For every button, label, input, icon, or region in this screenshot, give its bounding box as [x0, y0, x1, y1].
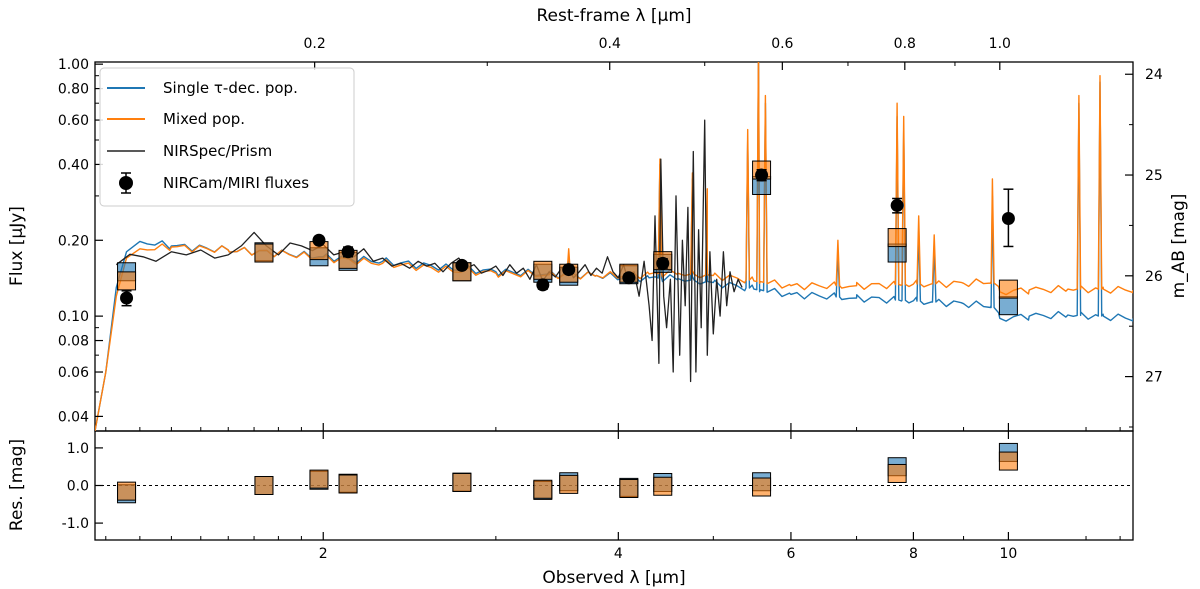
- residual-mixed-square-6: [559, 474, 579, 494]
- main-y-tick-label-5: 0.10: [58, 309, 89, 325]
- phot-marker-8: [755, 168, 769, 182]
- phot-marker-2: [341, 245, 355, 259]
- res-y-tick-label-0: 1.0: [67, 441, 89, 457]
- residual-mixed-square-10: [887, 463, 907, 483]
- residual-mixed-square-9: [752, 477, 772, 497]
- bottom-tick-label-0: 2: [319, 546, 328, 562]
- model-photometry-layer: [117, 160, 1018, 316]
- residual-y-axis-title: Res. [mag]: [7, 439, 27, 531]
- bottom-tick-label-4: 10: [999, 546, 1017, 562]
- series-line-mixed: [95, 62, 1133, 431]
- model-mixed-square-1: [254, 243, 274, 263]
- top-tick-label-2: 0.6: [771, 36, 793, 52]
- top-tick-label-3: 0.8: [894, 36, 916, 52]
- right-y-tick-label-2: 26: [1145, 269, 1163, 285]
- legend-label-phot: NIRCam/MIRI fluxes: [163, 174, 309, 192]
- phot-marker-7: [656, 256, 670, 270]
- residual-mixed-square-1: [254, 476, 274, 495]
- top-axis-title: Rest-frame λ [μm]: [536, 6, 691, 26]
- main-y-tick-label-3: 0.40: [58, 157, 89, 173]
- main-y-tick-label-1: 0.80: [58, 82, 89, 98]
- bottom-axis-title: Observed λ [μm]: [542, 568, 685, 588]
- ticks-layer: 2 4 6 8 100.2 0.4 0.6 0.8 1.01.000.800.600.400.2…: [58, 36, 1163, 562]
- phot-marker-4: [536, 278, 550, 292]
- phot-marker-10: [1001, 212, 1015, 226]
- main-y-tick-label-4: 0.20: [58, 233, 89, 249]
- main-y-tick-label-8: 0.04: [58, 409, 89, 425]
- model-mixed-square-11: [998, 279, 1018, 299]
- bottom-tick-label-2: 6: [786, 546, 795, 562]
- phot-marker-1: [312, 233, 326, 247]
- main-y-tick-label-2: 0.60: [58, 113, 89, 129]
- phot-marker-3: [455, 258, 469, 272]
- legend-label-single: Single τ-dec. pop.: [163, 79, 298, 97]
- right-y-axis-title: m_AB [mag]: [1169, 194, 1189, 299]
- res-y-tick-label-1: 0.0: [67, 479, 89, 495]
- phot-marker-6: [622, 271, 636, 285]
- observed-photometry-layer: [120, 168, 1015, 307]
- residual-mixed-square-11: [998, 451, 1018, 471]
- residual-mixed-square-3: [338, 474, 358, 494]
- legend-label-prism: NIRSpec/Prism: [163, 142, 272, 160]
- bottom-tick-label-1: 4: [614, 546, 623, 562]
- phot-marker-5: [562, 263, 576, 277]
- top-tick-label-0: 0.2: [304, 36, 326, 52]
- model-mixed-square-10: [887, 228, 907, 248]
- phot-marker-9: [890, 198, 904, 212]
- top-tick-label-4: 1.0: [989, 36, 1011, 52]
- main-y-tick-label-0: 1.00: [58, 57, 89, 73]
- residual-mixed-square-8: [653, 476, 673, 496]
- bottom-tick-label-3: 8: [909, 546, 918, 562]
- main-y-tick-label-6: 0.08: [58, 334, 89, 350]
- legend-swatch-phot-marker: [119, 176, 133, 190]
- residual-mixed-square-5: [533, 479, 553, 499]
- top-tick-label-1: 0.4: [599, 36, 621, 52]
- model-single-square-11: [998, 296, 1018, 316]
- right-y-tick-label-1: 25: [1145, 168, 1163, 184]
- phot-marker-0: [120, 291, 134, 305]
- legend-label-mixed: Mixed pop.: [163, 110, 245, 128]
- residual-mixed-square-0: [117, 481, 137, 501]
- legend-box: [99, 67, 355, 207]
- residuals-layer: [117, 442, 1018, 504]
- right-y-tick-label-3: 27: [1145, 370, 1163, 386]
- residual-mixed-square-2: [309, 469, 329, 489]
- main-y-axis-title: Flux [μJy]: [7, 206, 27, 286]
- residual-mixed-square-7: [619, 479, 639, 499]
- res-y-tick-label-2: -1.0: [62, 516, 89, 532]
- right-y-tick-label-0: 24: [1145, 67, 1163, 83]
- main-y-tick-label-7: 0.06: [58, 365, 89, 381]
- model-mixed-square-0: [117, 271, 137, 291]
- series-line-single: [95, 62, 1133, 431]
- residual-mixed-square-4: [452, 472, 472, 492]
- legend: Single τ-dec. pop. Mixed pop. NIRSpec/Pr…: [99, 67, 355, 207]
- model-mixed-square-5: [533, 260, 553, 280]
